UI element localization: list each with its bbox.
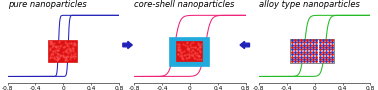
Text: core-shell nanoparticles: core-shell nanoparticles [134,0,235,9]
Bar [176,41,203,61]
Bar [290,39,333,63]
Bar [48,40,77,62]
Text: alloy type nanoparticles: alloy type nanoparticles [259,0,360,9]
Bar [169,37,209,66]
Text: pure nanoparticles: pure nanoparticles [8,0,86,9]
